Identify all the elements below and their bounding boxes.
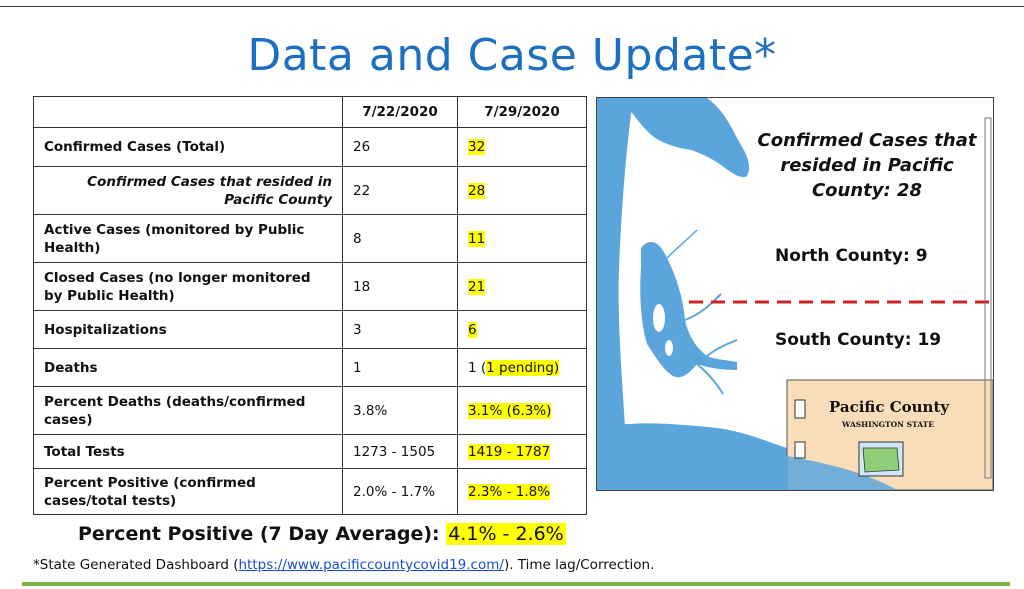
value-7-22: 3.8%	[342, 386, 458, 435]
value-7-29-pending: 1 pending)	[486, 359, 560, 376]
inset-title: Pacific County	[829, 398, 950, 416]
row-label: Percent Deaths (deaths/confirmed cases)	[33, 386, 343, 435]
page-title: Data and Case Update*	[247, 30, 777, 81]
table-row: Total Tests 1273 - 1505 1419 - 1787	[33, 434, 587, 469]
table-row: Active Cases (monitored by Public Health…	[33, 214, 587, 263]
row-label: Hospitalizations	[33, 310, 343, 349]
value-7-22: 1273 - 1505	[342, 434, 458, 469]
value-7-29: 6	[468, 321, 477, 338]
row-label: Total Tests	[33, 434, 343, 469]
value-7-22: 26	[342, 127, 458, 167]
header-date-2: 7/29/2020	[457, 96, 587, 128]
value-7-29-prefix: 1 (	[468, 359, 487, 376]
willapa-bay	[640, 242, 737, 378]
row-label: Confirmed Cases (Total)	[33, 127, 343, 167]
value-7-22: 8	[342, 214, 458, 263]
value-7-29: 28	[468, 182, 486, 199]
row-label: Active Cases (monitored by Public Health…	[33, 214, 343, 263]
pacific-county-map: Confirmed Cases that resided in Pacific …	[596, 97, 994, 491]
north-county-label: North County: 9	[775, 246, 928, 266]
value-7-22: 18	[342, 262, 458, 311]
percent-positive-label: Percent Positive (7 Day Average):	[78, 523, 440, 545]
ocean	[597, 98, 633, 490]
row-label: Deaths	[33, 348, 343, 387]
map-graphic	[597, 98, 993, 490]
value-7-29: 32	[468, 139, 486, 155]
table-row: Deaths 1 1 (1 pending)	[33, 348, 587, 387]
bottom-rule	[22, 582, 1010, 586]
top-rule	[0, 6, 1024, 7]
north-bay	[617, 98, 750, 178]
inset-subtitle: WASHINGTON STATE	[842, 420, 934, 429]
value-7-29: 3.1% (6.3%)	[468, 402, 552, 419]
row-label: Closed Cases (no longer monitored by Pub…	[33, 262, 343, 311]
table-row: Hospitalizations 3 6	[33, 310, 587, 349]
table-row: Percent Positive (confirmed cases/total …	[33, 468, 587, 515]
value-7-22: 3	[342, 310, 458, 349]
table-row: Percent Deaths (deaths/confirmed cases) …	[33, 386, 587, 435]
south-county-label: South County: 19	[775, 330, 942, 350]
footnote-suffix: ). Time lag/Correction.	[503, 557, 655, 573]
table-row: Confirmed Cases (Total) 26 32	[33, 127, 587, 167]
percent-positive-average: Percent Positive (7 Day Average): 4.1% -…	[78, 523, 566, 545]
value-7-22: 2.0% - 1.7%	[342, 468, 458, 515]
header-empty	[33, 96, 343, 128]
value-7-29: 21	[468, 278, 486, 295]
value-7-22: 1	[342, 348, 458, 387]
row-label: Confirmed Cases that resided in Pacific …	[33, 166, 343, 215]
map-heading: Confirmed Cases that resided in Pacific …	[757, 130, 977, 201]
table-row: Closed Cases (no longer monitored by Pub…	[33, 262, 587, 311]
footnote-prefix: *State Generated Dashboard (	[33, 557, 239, 573]
county-land	[786, 379, 993, 490]
table-header-row: 7/22/2020 7/29/2020	[33, 96, 587, 128]
value-7-29: 11	[468, 230, 486, 247]
header-date-1: 7/22/2020	[342, 96, 458, 128]
value-7-22: 22	[342, 166, 458, 215]
footnote: *State Generated Dashboard (https://www.…	[33, 557, 654, 573]
value-7-29: 2.3% - 1.8%	[468, 483, 551, 500]
dashboard-link[interactable]: https://www.pacificcountycovid19.com/	[238, 557, 504, 573]
case-data-table: 7/22/2020 7/29/2020 Confirmed Cases (Tot…	[33, 96, 587, 515]
value-7-29: 1419 - 1787	[468, 443, 551, 460]
table-row: Confirmed Cases that resided in Pacific …	[33, 166, 587, 215]
row-label: Percent Positive (confirmed cases/total …	[33, 468, 343, 515]
percent-positive-value: 4.1% - 2.6%	[446, 523, 566, 545]
